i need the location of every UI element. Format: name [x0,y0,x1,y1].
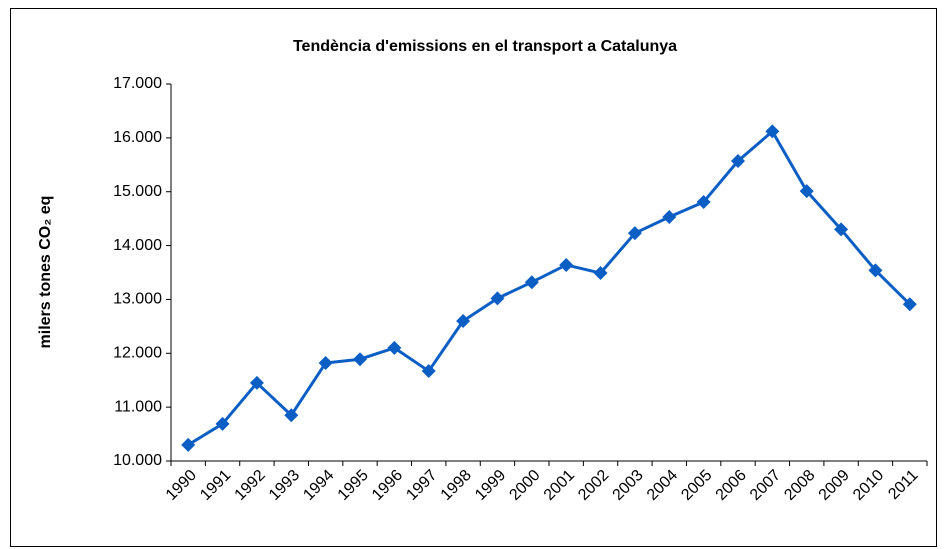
marker [662,210,677,225]
marker [627,226,642,241]
marker [249,375,264,390]
marker [593,266,608,281]
y-tick-label: 14.000 [113,237,162,254]
y-tick-label: 10.000 [113,452,162,469]
marker [421,364,436,379]
marker [524,275,539,290]
marker [559,257,574,272]
marker [799,184,814,199]
marker [902,297,917,312]
marker [456,313,471,328]
marker [696,194,711,209]
y-tick-label: 17.000 [113,75,162,92]
marker [834,222,849,237]
marker [387,340,402,355]
marker [868,263,883,278]
y-tick-label: 11.000 [114,398,162,415]
y-axis-label: milers tones CO₂ eq [37,196,54,349]
marker [490,291,505,306]
marker [181,437,196,452]
marker [353,352,367,367]
marker [318,355,333,370]
y-tick-label: 16.000 [113,129,162,146]
marker [731,154,745,169]
marker [284,408,299,423]
y-tick-label: 12.000 [113,345,162,362]
line [187,129,911,447]
marker [765,124,780,139]
marker [215,416,230,431]
chart-title: Tendència d'emissions en el transport a … [293,38,677,55]
y-tick-label: 15.000 [113,183,162,200]
y-tick-label: 13.000 [113,291,162,308]
chart-frame [10,8,937,547]
